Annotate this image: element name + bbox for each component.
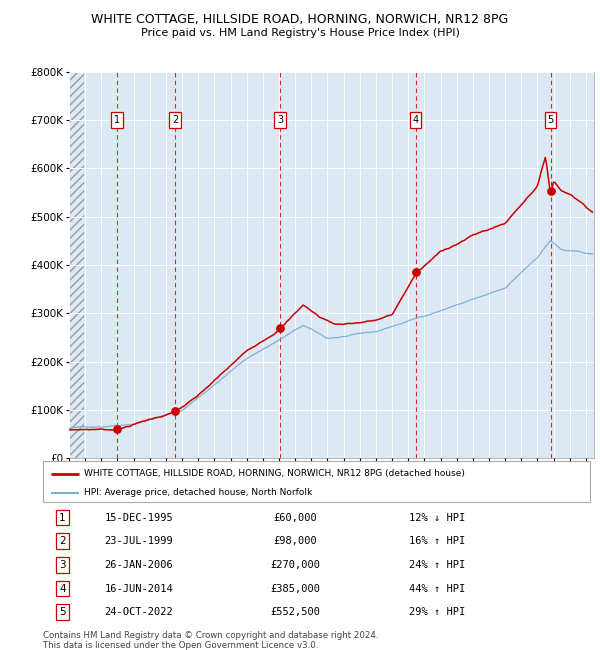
Point [170, 406, 180, 416]
Point [275, 322, 285, 333]
Text: 24-OCT-2022: 24-OCT-2022 [104, 607, 173, 617]
Text: £385,000: £385,000 [270, 584, 320, 593]
Text: 26-JAN-2006: 26-JAN-2006 [104, 560, 173, 570]
Text: 2: 2 [172, 115, 178, 125]
Bar [69, 72, 85, 458]
Text: HPI: Average price, detached house, North Norfolk: HPI: Average price, detached house, Nort… [84, 488, 313, 497]
Text: 23-JUL-1999: 23-JUL-1999 [104, 536, 173, 546]
Text: 5: 5 [547, 115, 554, 125]
Text: £270,000: £270,000 [270, 560, 320, 570]
Text: WHITE COTTAGE, HILLSIDE ROAD, HORNING, NORWICH, NR12 8PG (detached house): WHITE COTTAGE, HILLSIDE ROAD, HORNING, N… [84, 469, 465, 478]
Text: 15-DEC-1995: 15-DEC-1995 [104, 513, 173, 523]
FancyBboxPatch shape [43, 462, 590, 502]
Text: 4: 4 [59, 584, 65, 593]
Text: 3: 3 [277, 115, 283, 125]
Text: 1: 1 [59, 513, 65, 523]
Point [546, 186, 556, 196]
Text: 2: 2 [59, 536, 65, 546]
Text: 29% ↑ HPI: 29% ↑ HPI [409, 607, 466, 617]
Text: £98,000: £98,000 [273, 536, 317, 546]
Text: 16-JUN-2014: 16-JUN-2014 [104, 584, 173, 593]
Text: 12% ↓ HPI: 12% ↓ HPI [409, 513, 466, 523]
Point [112, 424, 122, 434]
Point [411, 267, 421, 278]
Text: 44% ↑ HPI: 44% ↑ HPI [409, 584, 466, 593]
Text: 3: 3 [59, 560, 65, 570]
Text: 24% ↑ HPI: 24% ↑ HPI [409, 560, 466, 570]
Text: 16% ↑ HPI: 16% ↑ HPI [409, 536, 466, 546]
Text: 1: 1 [114, 115, 120, 125]
Text: 4: 4 [413, 115, 419, 125]
Text: 5: 5 [59, 607, 65, 617]
Text: £60,000: £60,000 [273, 513, 317, 523]
Text: £552,500: £552,500 [270, 607, 320, 617]
Text: Price paid vs. HM Land Registry's House Price Index (HPI): Price paid vs. HM Land Registry's House … [140, 28, 460, 38]
Text: WHITE COTTAGE, HILLSIDE ROAD, HORNING, NORWICH, NR12 8PG: WHITE COTTAGE, HILLSIDE ROAD, HORNING, N… [91, 13, 509, 26]
Text: Contains HM Land Registry data © Crown copyright and database right 2024.
This d: Contains HM Land Registry data © Crown c… [43, 630, 379, 650]
